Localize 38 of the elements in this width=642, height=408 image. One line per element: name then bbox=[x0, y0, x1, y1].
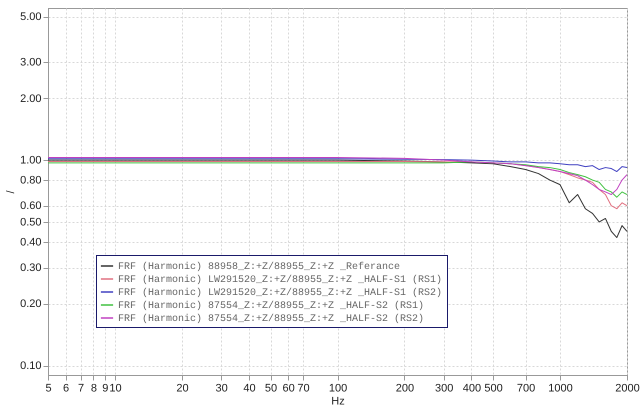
legend-label: FRF (Harmonic) LW291520_Z:+Z/88955_Z:+Z _HALF-S1 (RS1) bbox=[118, 274, 442, 286]
y-tick-label: 2.00 bbox=[20, 92, 42, 105]
x-tick-label: 7 bbox=[78, 382, 84, 394]
y-tick-label: 0.50 bbox=[20, 216, 42, 228]
y-tick-label: 1.00 bbox=[20, 154, 42, 167]
x-tick-label: 200 bbox=[396, 382, 414, 394]
x-tick-label: 70 bbox=[297, 382, 310, 394]
y-tick-label: 5.00 bbox=[20, 11, 42, 24]
y-axis-title: / bbox=[5, 190, 18, 194]
x-tick-label: 500 bbox=[484, 382, 503, 394]
x-tick-label: 1000 bbox=[548, 382, 573, 394]
x-tick-label: 5 bbox=[45, 382, 52, 394]
legend-label: FRF (Harmonic) 87554_Z:+Z/88955_Z:+Z _HALF-S2 (RS1) bbox=[118, 300, 424, 312]
x-tick-label: 30 bbox=[216, 382, 228, 394]
x-axis-title: Hz bbox=[331, 396, 345, 408]
x-tick-label: 400 bbox=[462, 382, 482, 394]
legend-label: FRF (Harmonic) LW291520_Z:+Z/88955_Z:+Z _HALF-S1 (RS2) bbox=[118, 287, 442, 299]
y-tick-label: 0.60 bbox=[20, 200, 42, 212]
y-tick-label: 0.10 bbox=[20, 360, 42, 372]
x-tick-label: 40 bbox=[243, 382, 256, 394]
x-tick-label: 300 bbox=[434, 382, 454, 394]
y-tick-label: 0.40 bbox=[20, 236, 42, 248]
x-tick-label: 700 bbox=[516, 382, 536, 394]
x-tick-label: 6 bbox=[63, 382, 70, 394]
legend-label: FRF (Harmonic) 87554_Z:+Z/88955_Z:+Z _HALF-S2 (RS2) bbox=[118, 313, 424, 325]
y-tick-label: 0.30 bbox=[20, 262, 42, 274]
x-tick-label: 100 bbox=[328, 382, 348, 394]
x-tick-label: 8 bbox=[90, 382, 97, 394]
y-tick-label: 0.20 bbox=[20, 298, 42, 310]
x-tick-label: 2000 bbox=[615, 382, 640, 394]
legend-label: FRF (Harmonic) 88958_Z:+Z/88955_Z:+Z _Referance bbox=[118, 261, 400, 273]
x-tick-label: 20 bbox=[176, 382, 189, 394]
x-tick-label: 10 bbox=[109, 382, 122, 394]
x-tick-label: 60 bbox=[282, 382, 295, 394]
y-tick-label: 3.00 bbox=[20, 56, 42, 69]
x-tick-label: 50 bbox=[264, 382, 278, 394]
x-tick-label: 9 bbox=[102, 382, 108, 394]
y-tick-label: 0.80 bbox=[20, 174, 42, 187]
